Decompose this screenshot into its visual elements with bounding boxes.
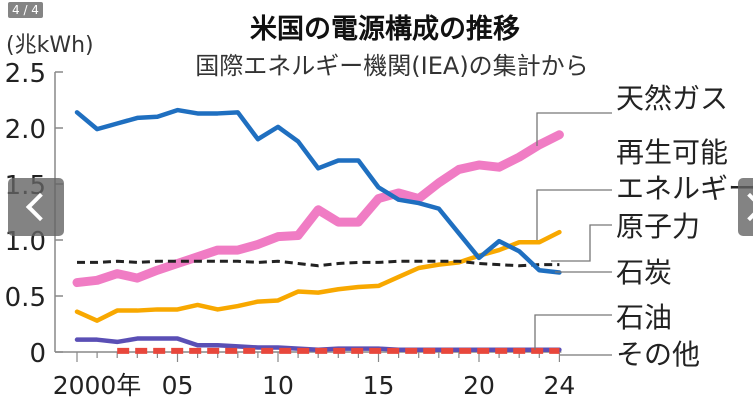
series-label: 石炭: [616, 256, 672, 289]
series-label: 原子力: [616, 210, 700, 243]
x-tick-label: 05: [162, 371, 194, 400]
chevron-left-icon: [25, 192, 55, 222]
slide-counter: 4 / 4: [8, 2, 43, 18]
series-label: その他: [616, 338, 700, 371]
chevron-right-icon: [735, 192, 753, 222]
prev-slide-button[interactable]: [8, 178, 64, 236]
chart-title: 米国の電源構成の推移: [250, 14, 520, 45]
series-line-2: [77, 259, 560, 268]
y-tick-label: 2.0: [5, 115, 46, 145]
y-axis-unit: (兆kWh): [6, 33, 94, 58]
x-tick-label: 2000年: [53, 371, 142, 400]
next-slide-button[interactable]: [735, 178, 753, 236]
chart-subtitle: 国際エネルギー機関(IEA)の集計から: [195, 52, 588, 80]
leader-line: [534, 314, 612, 350]
series-line-0: [72, 130, 564, 288]
x-tick-label: 10: [262, 371, 294, 400]
y-tick-label: 0: [29, 339, 46, 369]
series-line-3: [74, 107, 562, 275]
series-label: 再生可能: [616, 136, 728, 169]
x-tick-label: 20: [463, 371, 495, 400]
series-label: 天然ガス: [616, 82, 728, 115]
x-tick-label: 24: [543, 371, 575, 400]
series-label: エネルギー: [616, 172, 753, 205]
leader-line: [536, 112, 612, 146]
y-tick-label: 0.5: [5, 283, 46, 313]
y-tick-label: 2.5: [5, 59, 46, 89]
leader-line: [551, 224, 612, 262]
leader-line: [536, 189, 612, 240]
series-label: 石油: [616, 301, 672, 334]
x-tick-label: 15: [363, 371, 395, 400]
